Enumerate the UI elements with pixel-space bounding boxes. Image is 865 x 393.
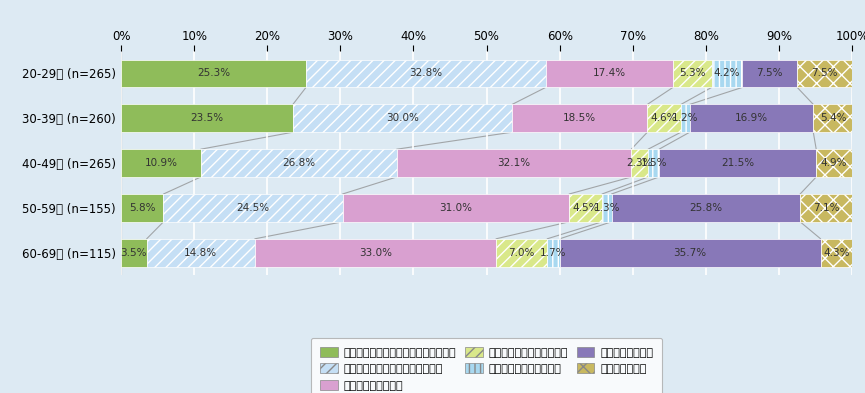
Text: 21.5%: 21.5% <box>721 158 754 168</box>
Text: 7.5%: 7.5% <box>811 68 838 79</box>
Bar <box>255 239 496 266</box>
Bar <box>602 194 612 222</box>
Bar <box>121 105 293 132</box>
Text: 5.3%: 5.3% <box>679 68 706 79</box>
Legend: 生活や仕事のうえで活用が欠かせない, 便利なので積極的に活用している, 利用したことがある, 今後利用してみたいと思う, 利用したいが困難である, 必要としてい: 生活や仕事のうえで活用が欠かせない, 便利なので積極的に活用している, 利用した… <box>311 338 662 393</box>
Text: 2.3%: 2.3% <box>626 158 653 168</box>
Bar <box>121 60 306 87</box>
Text: 30.0%: 30.0% <box>386 113 419 123</box>
Bar <box>397 149 631 177</box>
Bar <box>659 149 817 177</box>
Text: 1.3%: 1.3% <box>593 203 620 213</box>
Text: 7.1%: 7.1% <box>813 203 839 213</box>
Text: 16.9%: 16.9% <box>735 113 768 123</box>
Text: 1.7%: 1.7% <box>540 248 567 258</box>
Bar <box>163 194 343 222</box>
Text: 7.5%: 7.5% <box>757 68 783 79</box>
Bar <box>648 149 659 177</box>
Bar <box>612 194 800 222</box>
Text: 32.8%: 32.8% <box>409 68 443 79</box>
Bar <box>546 60 673 87</box>
Text: 4.9%: 4.9% <box>821 158 848 168</box>
Text: 25.3%: 25.3% <box>197 68 230 79</box>
Bar <box>560 239 821 266</box>
Text: 4.5%: 4.5% <box>573 203 599 213</box>
Bar <box>121 149 201 177</box>
Text: 7.0%: 7.0% <box>509 248 535 258</box>
Bar <box>293 105 512 132</box>
Bar <box>673 60 712 87</box>
Text: 17.4%: 17.4% <box>593 68 626 79</box>
Text: 1.5%: 1.5% <box>640 158 667 168</box>
Bar <box>689 105 813 132</box>
Bar <box>742 60 798 87</box>
Text: 33.0%: 33.0% <box>359 248 392 258</box>
Text: 5.8%: 5.8% <box>129 203 156 213</box>
Text: 35.7%: 35.7% <box>674 248 707 258</box>
Text: 4.6%: 4.6% <box>651 113 677 123</box>
Bar <box>496 239 548 266</box>
Text: 23.5%: 23.5% <box>190 113 223 123</box>
Text: 32.1%: 32.1% <box>497 158 530 168</box>
Text: 26.8%: 26.8% <box>282 158 315 168</box>
Bar <box>147 239 255 266</box>
Bar <box>306 60 546 87</box>
Bar <box>647 105 681 132</box>
Bar <box>569 194 602 222</box>
Bar <box>712 60 742 87</box>
Bar <box>800 194 852 222</box>
Bar <box>817 149 852 177</box>
Text: 5.4%: 5.4% <box>820 113 846 123</box>
Text: 24.5%: 24.5% <box>236 203 270 213</box>
Bar <box>681 105 689 132</box>
Bar <box>821 239 852 266</box>
Text: 31.0%: 31.0% <box>439 203 472 213</box>
Text: 14.8%: 14.8% <box>184 248 217 258</box>
Bar <box>548 239 560 266</box>
Bar <box>201 149 397 177</box>
Text: 18.5%: 18.5% <box>563 113 596 123</box>
Bar <box>631 149 648 177</box>
Text: 3.5%: 3.5% <box>120 248 147 258</box>
Bar <box>121 239 147 266</box>
Text: 4.2%: 4.2% <box>714 68 740 79</box>
Bar <box>121 194 163 222</box>
Text: 4.3%: 4.3% <box>823 248 849 258</box>
Text: 10.9%: 10.9% <box>144 158 177 168</box>
Text: 1.2%: 1.2% <box>672 113 699 123</box>
Bar <box>798 60 852 87</box>
Bar <box>512 105 647 132</box>
Text: 25.8%: 25.8% <box>689 203 722 213</box>
Bar <box>343 194 569 222</box>
Bar <box>813 105 853 132</box>
